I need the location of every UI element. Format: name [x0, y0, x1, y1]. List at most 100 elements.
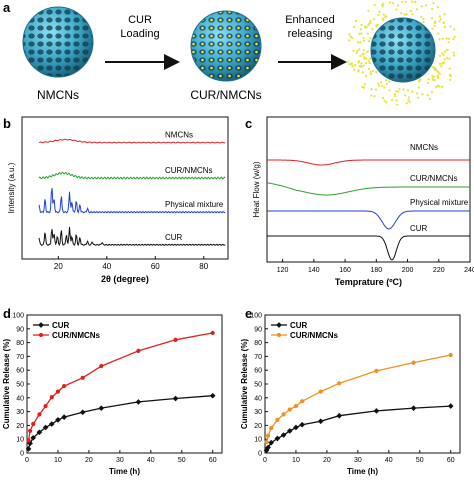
x-tick-label: 60 [151, 262, 160, 271]
released-drug-dot [443, 26, 446, 29]
released-drug-dot [431, 27, 434, 30]
released-drug-dot [433, 75, 436, 78]
released-drug-dot [409, 10, 412, 13]
released-drug-dot [445, 37, 448, 40]
y-tick-label: 100 [12, 313, 24, 320]
data-point [62, 383, 67, 389]
x-tick-label: 60 [447, 457, 455, 464]
released-drug-dot [362, 36, 365, 40]
panel-b-xrd-chart: 20 40 60 80 2θ (degree) Intensity (a.u.) NMCNs… [7, 116, 229, 284]
series-label: CUR [410, 224, 428, 233]
released-drug-dot [393, 92, 396, 96]
y-axis-label: Cumulative Release (%) [240, 339, 249, 430]
released-drug-dot [385, 82, 388, 85]
released-drug-dot [436, 75, 440, 78]
released-drug-dot [425, 4, 428, 7]
released-drug-dot [383, 86, 386, 89]
legend-marker [38, 332, 44, 338]
released-drug-dot [385, 15, 388, 18]
y-tick-label: 0 [20, 451, 24, 458]
released-drug-dot [369, 37, 372, 40]
data-point [281, 412, 286, 417]
x-tick-label: 240 [464, 267, 474, 274]
series-line-cur [267, 235, 470, 261]
x-tick-label: 40 [147, 457, 155, 464]
released-drug-dot [432, 2, 435, 5]
released-drug-dot [367, 59, 370, 63]
released-drug-dot [405, 13, 408, 16]
x-axis-label: 2θ (degree) [101, 274, 149, 284]
series-line-cur-nmcns [266, 182, 470, 196]
released-drug-dot [365, 61, 368, 65]
series-line-physical-mixture [38, 188, 226, 214]
released-drug-dot [359, 28, 362, 31]
x-tick-label: 50 [416, 457, 424, 464]
released-drug-dot [385, 101, 388, 104]
released-drug-dot [356, 49, 359, 53]
series-label: NMCNs [165, 131, 193, 140]
series-line-physical-mixture [267, 210, 470, 230]
released-drug-dot [367, 23, 370, 27]
x-axis-label: Time (h) [109, 467, 140, 476]
released-drug-dot [358, 65, 361, 68]
data-point [135, 399, 142, 405]
data-point [410, 405, 417, 411]
x-tick-label: 30 [354, 457, 362, 464]
released-drug-dot [416, 96, 420, 99]
data-point [99, 363, 104, 369]
released-drug-dot [360, 62, 363, 65]
released-drug-dot [437, 32, 440, 35]
released-drug-dot [411, 90, 414, 93]
released-drug-dot [361, 53, 364, 56]
released-drug-dot [435, 85, 438, 88]
panel-e-letter: e [245, 306, 252, 321]
x-tick-label: 30 [116, 457, 124, 464]
data-point [80, 375, 85, 380]
released-drug-dot [403, 94, 407, 97]
released-drug-dot [375, 71, 378, 74]
released-drug-dot [447, 41, 450, 44]
panel-d-release-chart: 0 10 20 30 40 50 60 0 10 20 30 40 50 60 70 80 90 100 Time … [2, 313, 223, 476]
data-point [374, 368, 379, 373]
data-point [27, 428, 33, 434]
data-point [274, 435, 281, 442]
data-point [268, 439, 275, 446]
y-tick-label: 30 [254, 409, 262, 416]
released-drug-dot [353, 64, 357, 67]
released-drug-dot [443, 50, 446, 53]
x-tick-label: 80 [199, 262, 208, 271]
released-drug-dot [356, 41, 360, 44]
x-tick-label: 40 [102, 262, 111, 271]
released-drug-dot [404, 0, 407, 3]
released-drug-dot [377, 14, 380, 17]
released-drug-dot [438, 15, 441, 18]
released-drug-dot [433, 22, 436, 25]
released-drug-dot [449, 25, 452, 28]
released-drug-dot [359, 54, 362, 58]
released-drug-dot [358, 48, 361, 51]
released-drug-dot [373, 18, 376, 21]
panel-e-release-chart: 0 10 20 30 40 50 60 0 10 20 30 40 50 60 70 80 90 100 Time … [240, 313, 461, 476]
released-drug-dot [434, 67, 437, 70]
released-drug-dot [418, 78, 422, 81]
released-drug-dot [357, 60, 361, 63]
arrow1-label-line2: Loading [120, 28, 159, 40]
released-drug-dot [367, 67, 371, 70]
y-tick-label: 30 [16, 409, 24, 416]
released-drug-dot [375, 25, 378, 28]
released-drug-dot [443, 58, 446, 61]
released-drug-dot [388, 89, 391, 92]
data-point [265, 433, 271, 438]
released-drug-dot [439, 62, 442, 65]
released-drug-dot [390, 98, 394, 102]
panel-c-dsc-chart: 120 140 160 180 200 220 240 Temprature (ºC) Heat… [252, 116, 474, 287]
x-tick-label: 180 [370, 267, 382, 274]
released-sphere [370, 17, 436, 83]
legend-label: CUR/NMCNs [290, 331, 339, 340]
x-tick-label: 20 [54, 262, 63, 271]
released-drug-dot [431, 75, 434, 78]
series-label: NMCNs [410, 143, 438, 152]
released-drug-dot [360, 32, 363, 35]
